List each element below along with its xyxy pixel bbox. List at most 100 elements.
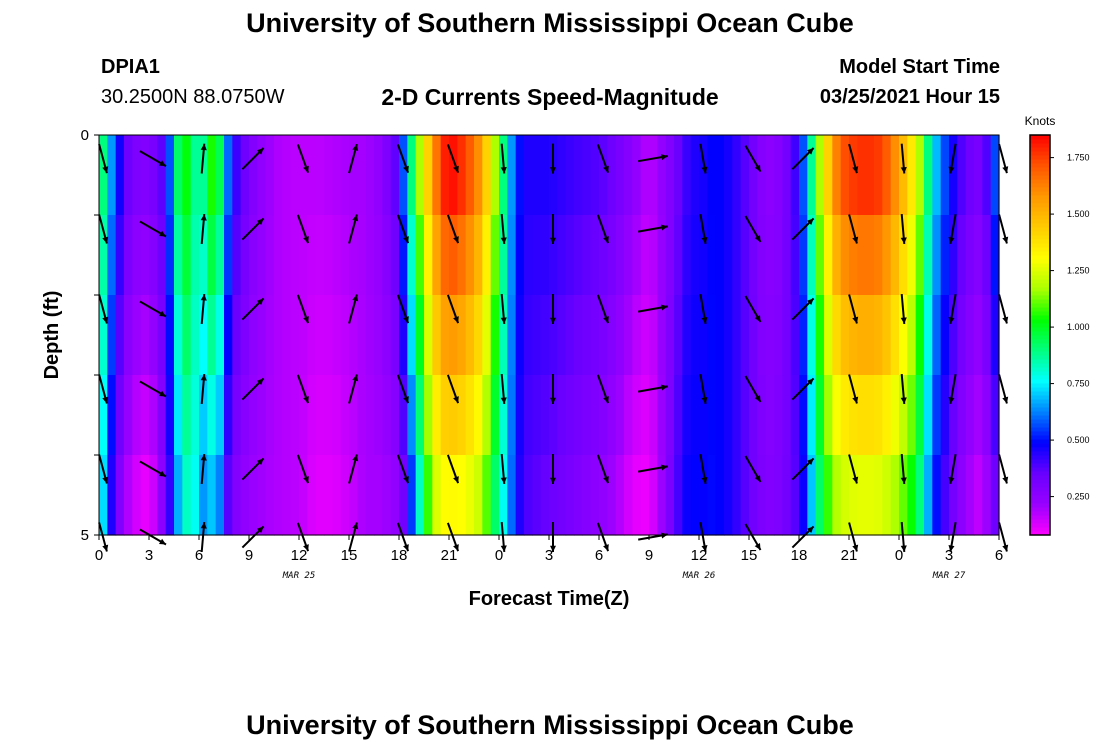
- heatmap-cell: [149, 375, 158, 456]
- heatmap-cell: [932, 455, 942, 536]
- colorbar-segment: [1030, 475, 1050, 480]
- heatmap-cell: [732, 295, 742, 376]
- current-vector-arrowhead: [701, 237, 708, 244]
- heatmap-cell: [215, 455, 225, 536]
- heatmap-cell: [532, 375, 542, 456]
- heatmap-cell: [607, 295, 617, 376]
- heatmap-cell: [340, 375, 350, 456]
- heatmap-cell: [840, 375, 850, 456]
- heatmap-cell: [624, 375, 633, 456]
- current-vector-arrowhead: [453, 316, 459, 324]
- current-vector-arrowhead: [102, 544, 109, 552]
- current-vector-arrowhead: [807, 298, 814, 305]
- heatmap-cell: [824, 375, 833, 456]
- heatmap-cell: [649, 295, 658, 376]
- heatmap-cell: [790, 215, 800, 296]
- colorbar-segment: [1030, 279, 1050, 284]
- heatmap-cell: [732, 375, 742, 456]
- heatmap-cell: [965, 295, 975, 376]
- heatmap-cell: [807, 215, 817, 296]
- heatmap-cell: [565, 455, 575, 536]
- heatmap-cell: [315, 295, 325, 376]
- heatmap-cell: [824, 215, 833, 296]
- heatmap-cell: [540, 215, 550, 296]
- heatmap-cell: [507, 215, 517, 296]
- heatmap-cell: [249, 375, 258, 456]
- heatmap-cell: [865, 215, 875, 296]
- heatmap-cell: [932, 375, 942, 456]
- heatmap-cell: [990, 455, 1000, 536]
- colorbar-unit-label: Knots: [1025, 114, 1056, 128]
- heatmap-cell: [165, 455, 175, 536]
- current-vector-arrowhead: [257, 298, 264, 305]
- heatmap-cell: [774, 215, 783, 296]
- heatmap-cell: [615, 135, 625, 216]
- current-vector-arrowhead: [754, 395, 761, 402]
- heatmap-cell: [740, 135, 750, 216]
- heatmap-cell: [540, 135, 550, 216]
- heatmap-cell: [274, 375, 283, 456]
- heatmap-cell: [315, 215, 325, 296]
- heatmap-cell: [674, 375, 683, 456]
- colorbar-segment: [1030, 159, 1050, 164]
- heatmap-cell: [590, 375, 600, 456]
- x-tick-label: 6: [995, 547, 1003, 564]
- current-vector-arrowhead: [453, 236, 459, 244]
- heatmap-cell: [540, 295, 550, 376]
- heatmap-cell: [407, 135, 417, 216]
- current-vector-arrowhead: [603, 544, 609, 552]
- heatmap-cell: [582, 135, 592, 216]
- heatmap-cell: [890, 455, 900, 536]
- colorbar-segment: [1030, 383, 1050, 388]
- heatmap-cell: [949, 135, 958, 216]
- heatmap-cell: [807, 135, 817, 216]
- heatmap-cell: [607, 215, 617, 296]
- heatmap-cell: [224, 455, 233, 536]
- heatmap-cell: [182, 135, 192, 216]
- heatmap-cell: [440, 295, 450, 376]
- x-tick-label: 6: [195, 547, 203, 564]
- heatmap-cell: [799, 295, 808, 376]
- heatmap-cell: [582, 375, 592, 456]
- heatmap-cell: [440, 455, 450, 536]
- heatmap-cell: [932, 135, 942, 216]
- heatmap-cell: [665, 375, 675, 456]
- heatmap-cell: [524, 135, 533, 216]
- heatmap-cell: [174, 375, 183, 456]
- heatmap-cell: [782, 455, 792, 536]
- colorbar-segment: [1030, 511, 1050, 516]
- heatmap-cell: [390, 295, 400, 376]
- current-vector-arrowhead: [603, 476, 609, 484]
- heatmap-cell: [949, 295, 958, 376]
- heatmap-cell: [582, 295, 592, 376]
- current-vector-arrowhead: [701, 397, 708, 404]
- heatmap-cell: [324, 455, 333, 536]
- heatmap-cell: [882, 215, 892, 296]
- heatmap-cell: [907, 295, 917, 376]
- heatmap-cell: [740, 295, 750, 376]
- heatmap-cell: [182, 375, 192, 456]
- heatmap-cell: [115, 455, 125, 536]
- colorbar-segment: [1030, 467, 1050, 472]
- heatmap-cell: [149, 215, 158, 296]
- heatmap-cell: [715, 295, 725, 376]
- heatmap-cell: [590, 135, 600, 216]
- heatmap-cell: [924, 135, 933, 216]
- colorbar-segment: [1030, 495, 1050, 500]
- heatmap-cell: [332, 135, 342, 216]
- colorbar-tick-label: 1.500: [1067, 209, 1090, 219]
- heatmap-cell: [457, 455, 467, 536]
- heatmap-cell: [690, 135, 700, 216]
- heatmap-cell: [974, 215, 983, 296]
- heatmap-cell: [582, 215, 592, 296]
- heatmap-cell: [974, 295, 983, 376]
- current-vector-arrowhead: [550, 477, 556, 484]
- heatmap-cell: [507, 135, 517, 216]
- colorbar-segment: [1030, 231, 1050, 236]
- heatmap-cell: [874, 135, 883, 216]
- heatmap-cell: [574, 135, 583, 216]
- heatmap-cell: [224, 295, 233, 376]
- heatmap-cell: [940, 215, 950, 296]
- colorbar-segment: [1030, 183, 1050, 188]
- current-vector-arrowhead: [1002, 316, 1009, 324]
